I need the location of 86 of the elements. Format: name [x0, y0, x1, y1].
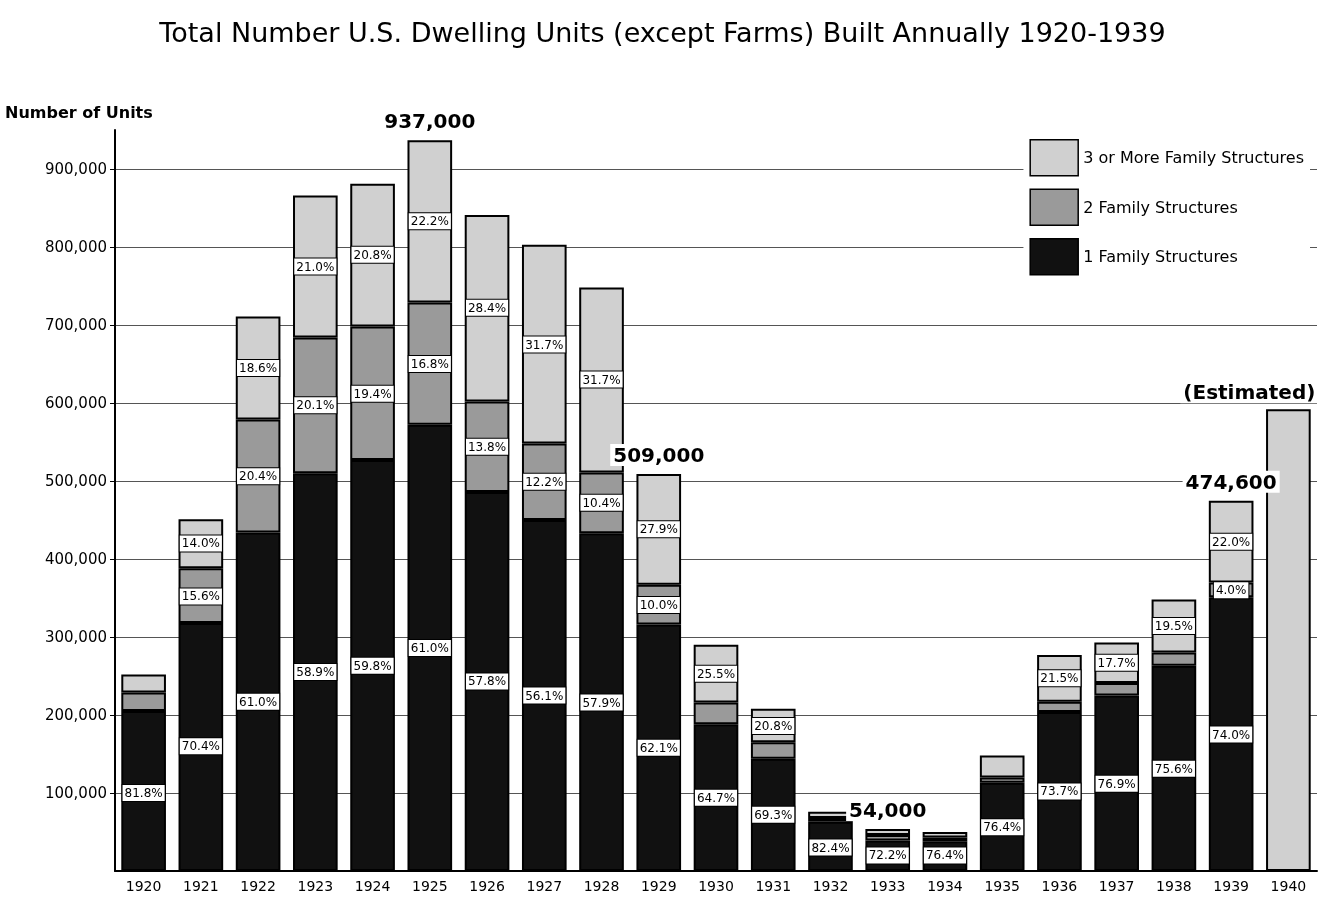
x-tick-label: 1940	[1270, 878, 1307, 894]
x-tick-label: 1923	[297, 878, 334, 894]
annotation: 57.9%	[582, 695, 621, 710]
annotation: 20.1%	[296, 398, 335, 413]
x-tick-label: 1927	[526, 878, 563, 894]
annotation: 31.7%	[525, 337, 564, 352]
x-tick-label: 1933	[869, 878, 906, 894]
annotation: 15.6%	[181, 589, 220, 604]
annotation: 20.4%	[239, 469, 278, 484]
annotation: 82.4%	[811, 840, 850, 855]
annotation: 58.9%	[296, 665, 335, 680]
annotation: 21.0%	[296, 259, 335, 274]
annotation: 10.4%	[582, 495, 621, 510]
x-tick-label: 1932	[812, 878, 849, 894]
annotation: 25.5%	[696, 666, 736, 681]
bar	[922, 832, 968, 838]
y-tick-label: 700,000	[44, 316, 107, 334]
annotation: 4.0%	[1215, 583, 1247, 598]
annotation: 10.0%	[639, 598, 678, 613]
x-tick-label: 1920	[125, 878, 162, 894]
annotation: 13.8%	[467, 439, 507, 454]
annotation: 59.8%	[353, 658, 392, 673]
total-label: 54,000	[849, 797, 927, 822]
x-tick-label: 1921	[183, 878, 219, 894]
annotation: 57.8%	[467, 674, 507, 689]
total-label: 474,600	[1185, 469, 1277, 494]
x-tick-label: 1934	[927, 878, 963, 894]
annotation: 64.7%	[696, 790, 736, 805]
annotation: 69.3%	[754, 807, 793, 822]
annotation: 20.8%	[353, 247, 392, 262]
x-tick-label: 1935	[984, 878, 1021, 894]
legend-label: 1 Family Structures	[1083, 247, 1238, 267]
y-tick-label: 200,000	[44, 706, 107, 724]
x-tick-label: 1926	[469, 878, 505, 894]
y-tick-label: 100,000	[44, 784, 107, 802]
x-tick-label: 1929	[640, 878, 677, 894]
y-tick-label: 800,000	[44, 238, 107, 256]
annotation: 70.4%	[181, 739, 220, 754]
x-tick-label: 1924	[354, 878, 391, 894]
annotation: 27.9%	[639, 522, 678, 537]
annotation: (Estimated)	[1183, 380, 1316, 405]
annotation: 22.2%	[410, 214, 449, 229]
x-tick-label: 1931	[755, 878, 792, 894]
annotation: 19.5%	[1154, 619, 1193, 634]
y-tick-label: 900,000	[44, 160, 107, 178]
y-tick-label: 500,000	[44, 472, 107, 490]
annotation: 61.0%	[239, 694, 278, 709]
annotation: 16.8%	[410, 357, 449, 371]
annotation: 19.4%	[353, 386, 392, 401]
annotation: 75.6%	[1154, 761, 1193, 776]
x-tick-label: 1937	[1098, 878, 1135, 894]
y-tick-label: 400,000	[44, 550, 107, 568]
y-tick-label: 600,000	[44, 394, 107, 412]
total-label: 937,000	[384, 109, 476, 134]
total-label: 509,000	[613, 442, 705, 467]
annotation: 20.8%	[754, 718, 793, 733]
legend-label: 3 or More Family Structures	[1083, 148, 1305, 168]
annotation: 74.0%	[1212, 727, 1251, 742]
annotation: 61.0%	[410, 640, 449, 655]
annotation: 31.7%	[582, 372, 621, 387]
annotation: 12.2%	[525, 474, 564, 489]
x-tick-label: 1922	[240, 878, 276, 894]
x-tick-label: 1930	[698, 878, 734, 894]
y-axis-title: Number of Units	[5, 103, 153, 122]
annotation: 14.0%	[181, 536, 220, 551]
annotation: 76.9%	[1097, 776, 1136, 791]
x-tick-label: 1925	[411, 878, 448, 894]
chart-title: Total Number U.S. Dwelling Units (except Farms) Built Annually 1920-1939	[158, 17, 1166, 48]
annotation: 18.6%	[239, 360, 278, 375]
annotation: 73.7%	[1040, 784, 1079, 799]
annotation: 76.4%	[925, 848, 965, 863]
legend-label: 2 Family Structures	[1083, 197, 1238, 217]
annotation: 17.7%	[1097, 655, 1136, 670]
x-tick-label: 1938	[1156, 878, 1192, 894]
annotation: 56.1%	[525, 688, 564, 703]
annotation: 72.2%	[868, 848, 907, 863]
annotation: 21.5%	[1040, 671, 1079, 686]
x-tick-label: 1936	[1041, 878, 1078, 894]
annotation: 81.8%	[124, 786, 163, 800]
annotation: 62.1%	[639, 740, 678, 755]
y-tick-label: 300,000	[44, 628, 107, 646]
annotation: 22.0%	[1212, 534, 1251, 549]
x-tick-label: 1939	[1213, 878, 1249, 894]
annotation: 76.4%	[983, 820, 1022, 835]
x-tick-label: 1928	[583, 878, 620, 894]
annotation: 28.4%	[467, 300, 507, 315]
